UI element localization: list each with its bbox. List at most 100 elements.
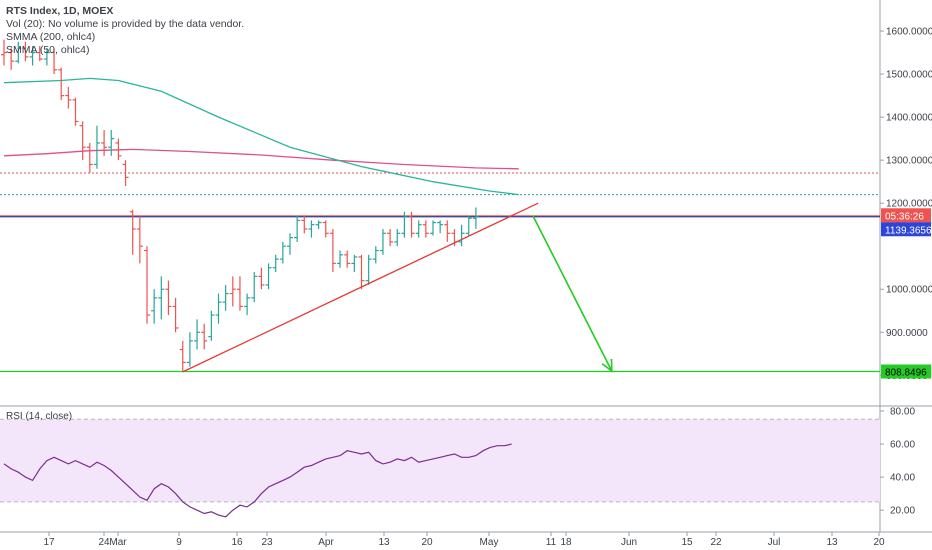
ohlc-bar (158, 276, 165, 320)
ohlc-bar (351, 254, 358, 273)
ohlc-bar (208, 310, 215, 341)
ohlc-bar (279, 241, 286, 264)
ohlc-bar (122, 160, 129, 186)
ohlc-bar (465, 216, 472, 236)
price-tag-time-text: 05:36:26 (885, 211, 924, 222)
x-tick-label: 9 (176, 537, 182, 548)
price-axis: 1600.0000 1500.0000 1400.0000 1300.0000 1200… (880, 27, 932, 382)
ohlc-bar (172, 297, 179, 333)
ohlc-bar (194, 319, 201, 350)
price-tag-1139: 1139.3656 (881, 222, 932, 237)
ohlc-bar (244, 293, 251, 316)
x-tick-label: Jun (621, 537, 637, 548)
price-tag-808-text: 808.8496 (885, 367, 927, 378)
ohlc-bar (179, 340, 186, 371)
x-tick-label: Jul (768, 537, 781, 548)
ohlc-bar (272, 254, 279, 273)
legend-smma50: SMMA (50, ohlc4) (6, 44, 90, 56)
rsi-band (0, 419, 880, 502)
projection-arrow-shaft (532, 215, 613, 372)
x-tick-label: 13 (826, 537, 838, 548)
ohlc-bar (151, 289, 158, 324)
rsi-label: RSI (14, close) (6, 411, 73, 422)
ohlc-bar (165, 280, 172, 316)
x-tick-label: Apr (318, 537, 334, 548)
ohlc-bar (144, 246, 150, 324)
ohlc-bar (394, 228, 401, 247)
x-tick-label: 15 (681, 537, 693, 548)
ohlc-bars (1, 39, 479, 371)
ohlc-bar (65, 86, 72, 109)
ohlc-bar (387, 228, 394, 247)
ohlc-bar (129, 209, 136, 255)
x-axis: 17 24 Mar 9 16 23 Apr 13 20 May 11 18 Jun 15 22 Jul 13 20 (43, 532, 885, 548)
price-tick-label: 1000.0000 (886, 285, 932, 296)
rsi-tick-label: 20.00 (890, 506, 915, 517)
ohlc-bar (101, 130, 108, 156)
ohlc-bar (294, 216, 301, 242)
ohlc-bar (258, 267, 265, 290)
symbol-title: RTS Index, 1D, MOEX (6, 5, 114, 17)
ohlc-bar (201, 323, 208, 350)
ohlc-bar (36, 46, 43, 62)
ohlc-bar (115, 138, 122, 161)
price-tag-1139-text: 1139.3656 (885, 225, 932, 236)
x-tick-label: 23 (261, 537, 273, 548)
ohlc-bar (186, 332, 193, 367)
price-tick-label: 900.0000 (886, 328, 928, 339)
ohlc-bar (29, 46, 36, 66)
smma50-line (3, 77, 519, 196)
ohlc-bar (301, 216, 308, 234)
x-tick-label: Mar (109, 537, 127, 548)
price-tick-label: 1600.0000 (886, 27, 932, 38)
ohlc-bar (401, 211, 408, 238)
ohlc-bar (58, 67, 65, 100)
ohlc-bar (315, 220, 322, 229)
ohlc-bar (236, 276, 243, 311)
ohlc-bar (93, 125, 100, 169)
price-tag-808-bg (881, 364, 931, 379)
price-tick-label: 1300.0000 (886, 156, 932, 167)
ohlc-bar (108, 130, 115, 156)
ohlc-bar (322, 220, 329, 238)
price-tag-time-bg (881, 208, 931, 223)
ohlc-bar (379, 228, 386, 255)
ohlc-bar (8, 48, 15, 70)
x-tick-label: 24 (98, 537, 110, 548)
ohlc-bar (372, 246, 379, 264)
price-tag-808: 808.8496 (881, 364, 931, 379)
x-tick-label: 16 (231, 537, 243, 548)
ohlc-bar (337, 250, 344, 268)
ohlc-bar (287, 233, 293, 255)
ohlc-bar (358, 254, 365, 290)
ohlc-bar (437, 220, 444, 234)
price-tick-label: 1500.0000 (886, 70, 932, 81)
price-tick-label: 1200.0000 (886, 199, 932, 210)
x-tick-label: 22 (710, 537, 722, 548)
ohlc-bar (43, 48, 50, 66)
x-tick-label: 11 (546, 537, 557, 548)
ohlc-bar (415, 220, 422, 238)
ohlc-bar (444, 220, 451, 242)
ohlc-bar (344, 250, 351, 268)
ohlc-bar (72, 97, 79, 126)
ohlc-bar (329, 228, 336, 273)
ohlc-bar (430, 220, 436, 236)
ohlc-bar (222, 284, 229, 311)
ohlc-bar (472, 207, 479, 229)
ohlc-bar (458, 224, 465, 247)
projection-arrow-head (601, 358, 613, 373)
x-tick-label: 13 (378, 537, 390, 548)
horizontal-levels (0, 172, 880, 373)
rsi-tick-label: 60.00 (890, 440, 915, 451)
ohlc-bar (51, 48, 58, 75)
ohlc-bar (422, 220, 429, 238)
rsi-tick-label: 40.00 (890, 473, 915, 484)
ohlc-bar (229, 276, 236, 307)
ohlc-bar (251, 272, 258, 303)
x-tick-label: 20 (421, 537, 433, 548)
x-tick-label: May (480, 537, 499, 548)
ohlc-bar (79, 121, 86, 161)
legend-smma200: SMMA (200, ohlc4) (6, 31, 96, 43)
